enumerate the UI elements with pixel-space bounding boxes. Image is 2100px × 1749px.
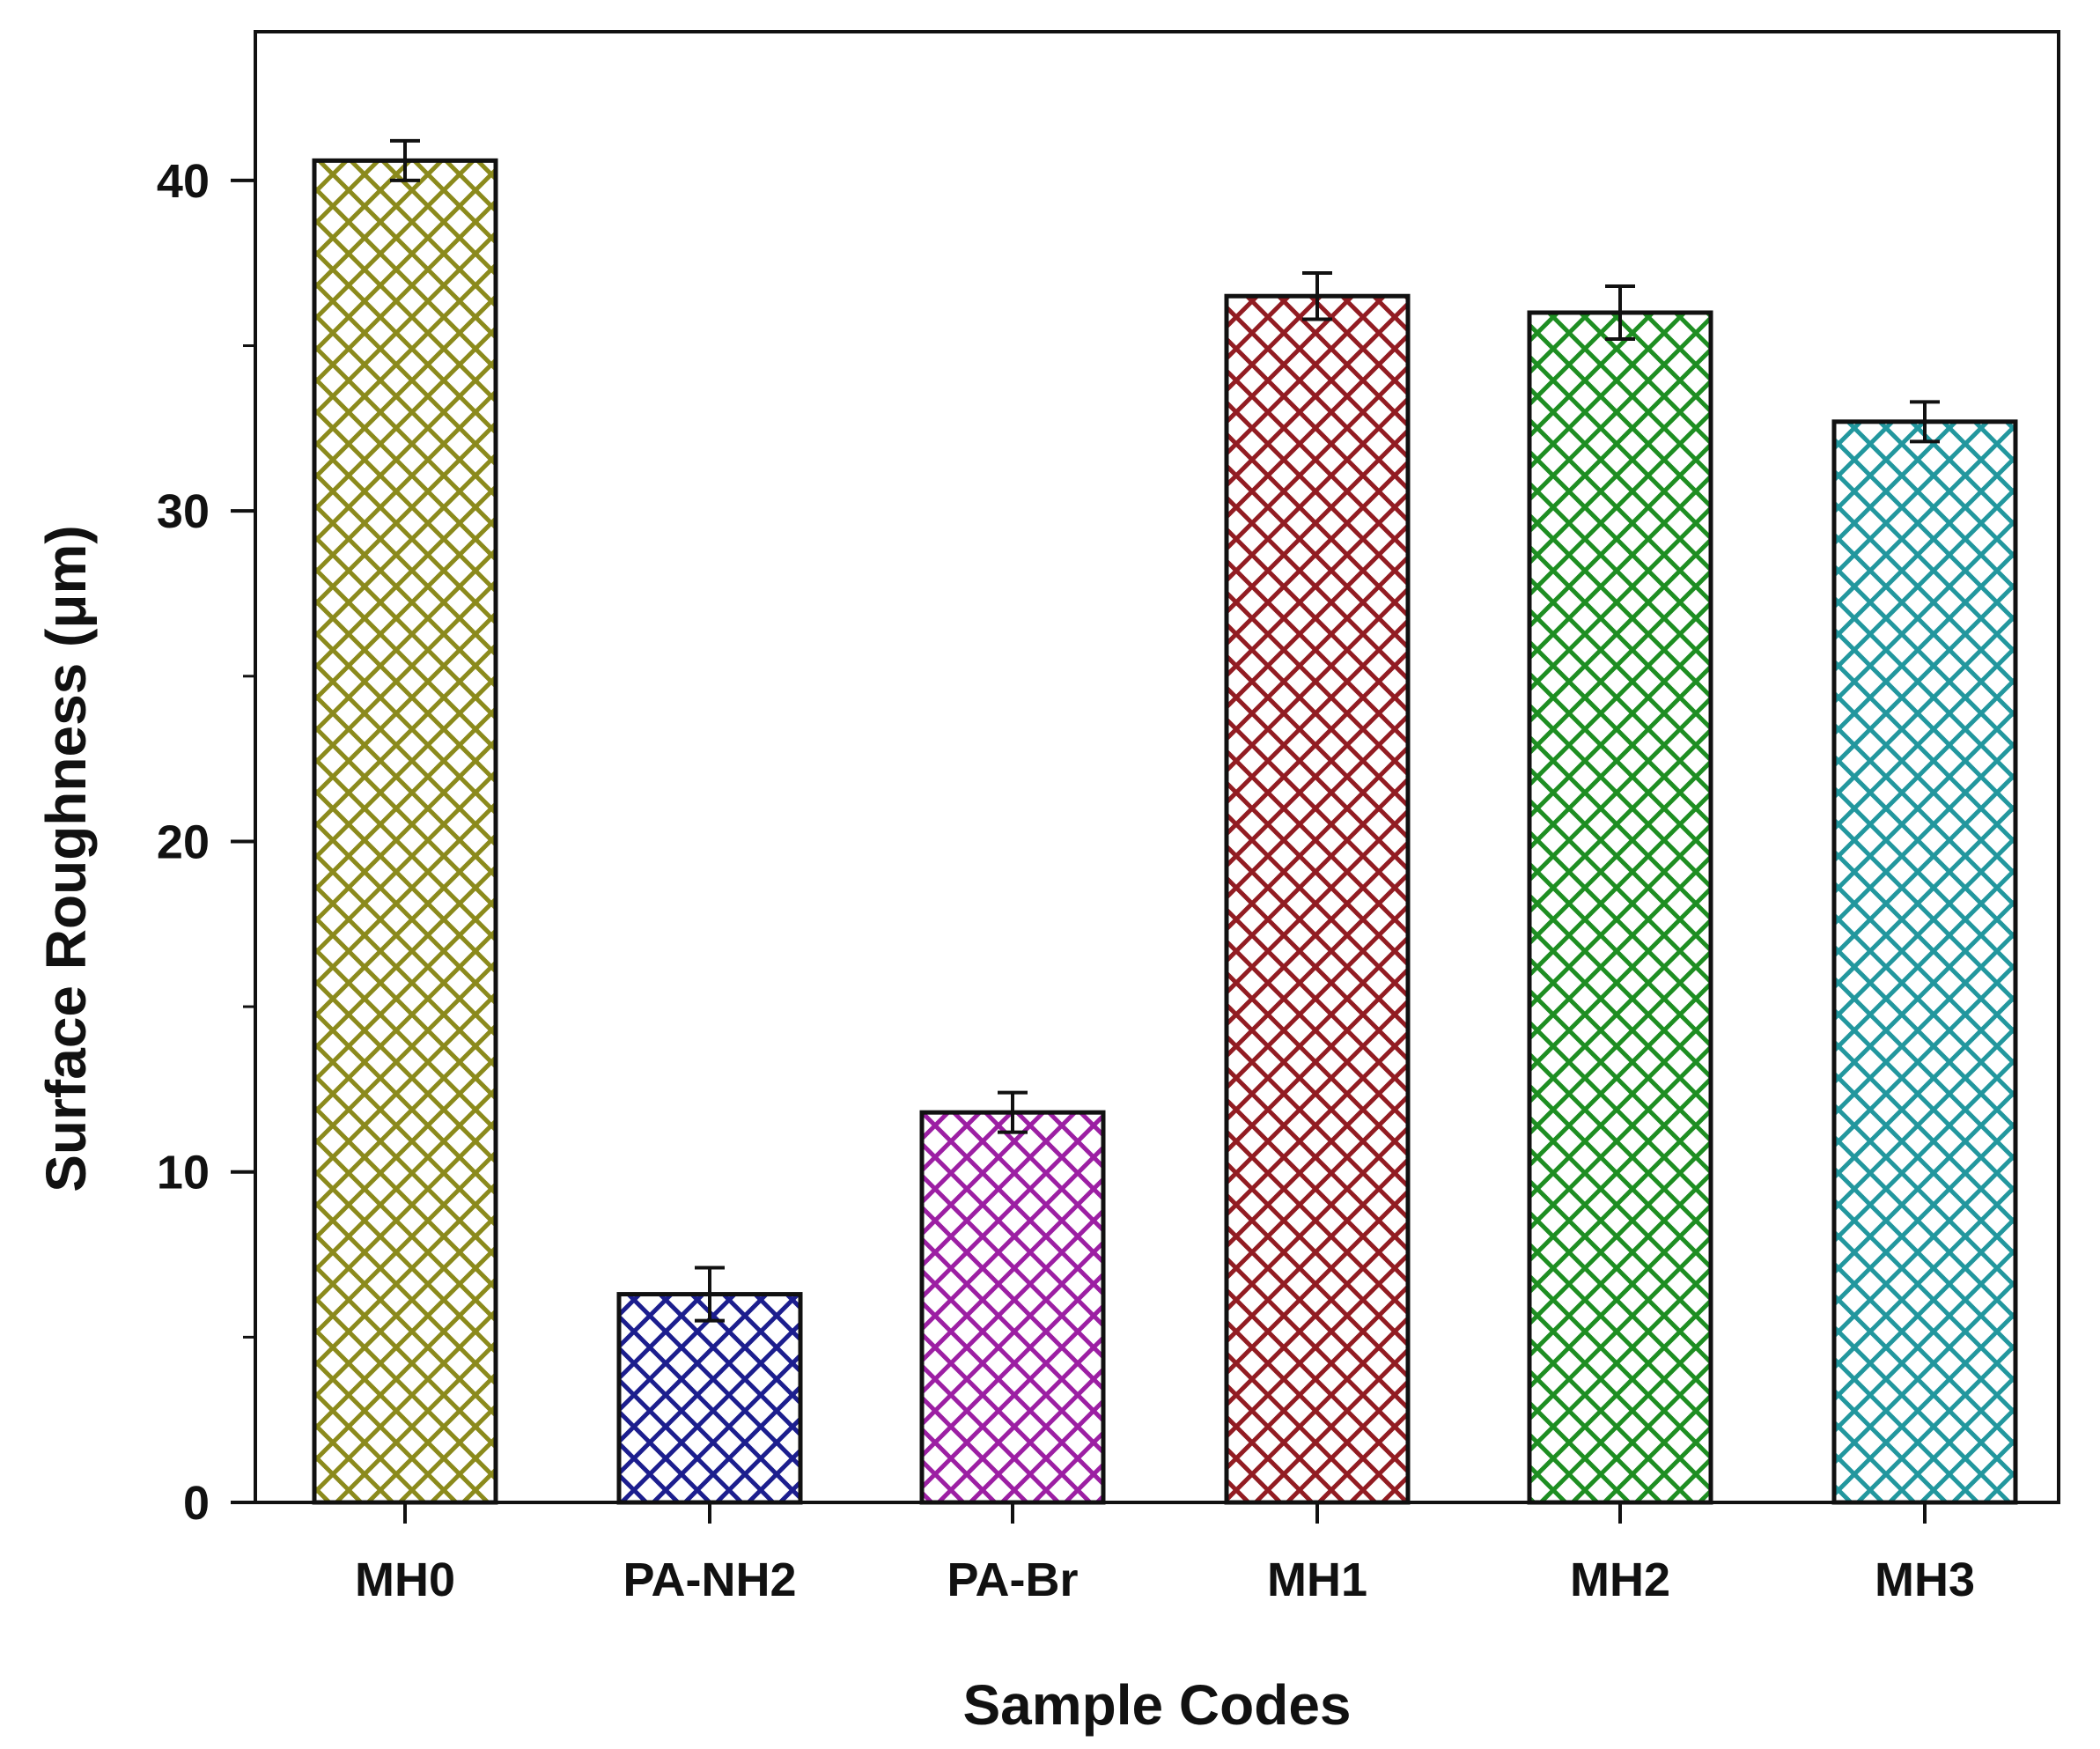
bar-mh3 xyxy=(1831,419,2018,1505)
bar-mh0 xyxy=(312,158,498,1505)
bar-mh1 xyxy=(1224,293,1411,1505)
x-tick-label-mh1: MH1 xyxy=(1267,1553,1367,1606)
x-tick-label-mh3: MH3 xyxy=(1875,1553,1975,1606)
y-tick-label-0: 0 xyxy=(183,1477,210,1530)
y-axis-title: Surface Roughness (μm) xyxy=(34,525,98,1192)
y-tick-label-40: 40 xyxy=(157,155,210,208)
y-tick-label-10: 10 xyxy=(157,1147,210,1199)
error-bar-pa-nh2 xyxy=(695,1266,725,1323)
x-tick-label-mh2: MH2 xyxy=(1570,1553,1670,1606)
error-bar-mh3 xyxy=(1910,400,1940,444)
x-tick-label-mh0: MH0 xyxy=(355,1553,455,1606)
bar-mh2 xyxy=(1527,310,1713,1505)
x-axis-title: Sample Codes xyxy=(962,1673,1351,1737)
plot-frame xyxy=(254,30,2060,1504)
y-tick-label-30: 30 xyxy=(157,485,210,538)
bar-pa-br xyxy=(919,1110,1106,1505)
error-bar-mh0 xyxy=(390,138,420,182)
error-bar-mh1 xyxy=(1302,270,1332,321)
x-tick-label-pa-br: PA-Br xyxy=(947,1553,1078,1606)
bar-pa-nh2 xyxy=(616,1292,803,1505)
y-tick-label-20: 20 xyxy=(157,815,210,868)
x-tick-label-pa-nh2: PA-NH2 xyxy=(623,1553,796,1606)
error-bar-pa-br xyxy=(998,1090,1028,1134)
error-bar-mh2 xyxy=(1605,284,1635,342)
